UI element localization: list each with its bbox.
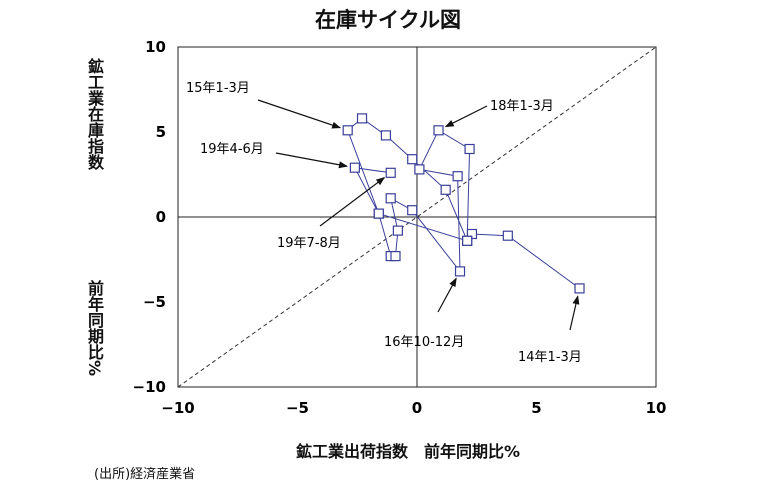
data-point [440, 184, 451, 195]
data-point [452, 171, 463, 182]
annotations: 15年1-3月 18年1-3月 19年4-6月 19年7-8月 16年10-12… [186, 81, 582, 365]
annotation-label: 16年10-12月 [384, 335, 464, 350]
x-tick-label: −5 [286, 399, 309, 417]
x-tick-label: 0 [412, 399, 422, 417]
data-point [385, 167, 396, 178]
data-point [464, 143, 475, 155]
data-point [349, 162, 360, 173]
data-point [390, 251, 401, 262]
annotation-arrow [569, 295, 580, 331]
data-point [454, 266, 466, 277]
series-line [347, 117, 580, 289]
y-tick-label: 10 [145, 38, 166, 56]
data-point [392, 225, 403, 236]
data-point [356, 113, 368, 124]
data-point [380, 130, 392, 141]
data-point [462, 235, 473, 246]
annotation-arrow [444, 105, 488, 128]
data-point [342, 125, 353, 136]
data-point [574, 283, 585, 294]
source-note: (出所)経済産業省 [94, 467, 196, 482]
annotation-arrow [319, 177, 386, 227]
annotation-label: 15年1-3月 [186, 81, 250, 96]
x-tick-label: 5 [531, 399, 541, 417]
data-point [407, 154, 418, 165]
annotation-arrow [275, 152, 348, 169]
data-point [407, 205, 418, 216]
y-tick-label: 5 [156, 123, 166, 141]
x-tick-label: −10 [161, 399, 194, 417]
y-axis-label: 鉱工業在庫指数 [85, 58, 104, 170]
data-series [342, 113, 585, 294]
data-point [414, 164, 425, 175]
y-axis-label-unit: 前年同期比% [85, 280, 104, 377]
annotation-arrow [437, 277, 457, 313]
annotation-arrow [257, 99, 342, 129]
x-tick-label: 10 [646, 399, 667, 417]
annotation-label: 14年1-3月 [518, 350, 582, 365]
tick-labels: −10 −5 0 5 10 10 5 0 −5 −10 [133, 38, 667, 417]
y-tick-label: 0 [156, 208, 166, 226]
y-tick-label: −10 [133, 378, 166, 396]
data-point [433, 125, 444, 136]
data-point [373, 208, 384, 219]
data-point [502, 230, 513, 241]
chart-title: 在庫サイクル図 [315, 8, 461, 32]
annotation-label: 19年4-6月 [200, 142, 264, 157]
data-point [385, 193, 396, 204]
annotation-label: 18年1-3月 [490, 99, 554, 114]
y-tick-label: −5 [143, 293, 166, 311]
annotation-label: 19年7-8月 [277, 236, 341, 251]
x-axis-label: 鉱工業出荷指数 前年同期比% [295, 442, 521, 461]
